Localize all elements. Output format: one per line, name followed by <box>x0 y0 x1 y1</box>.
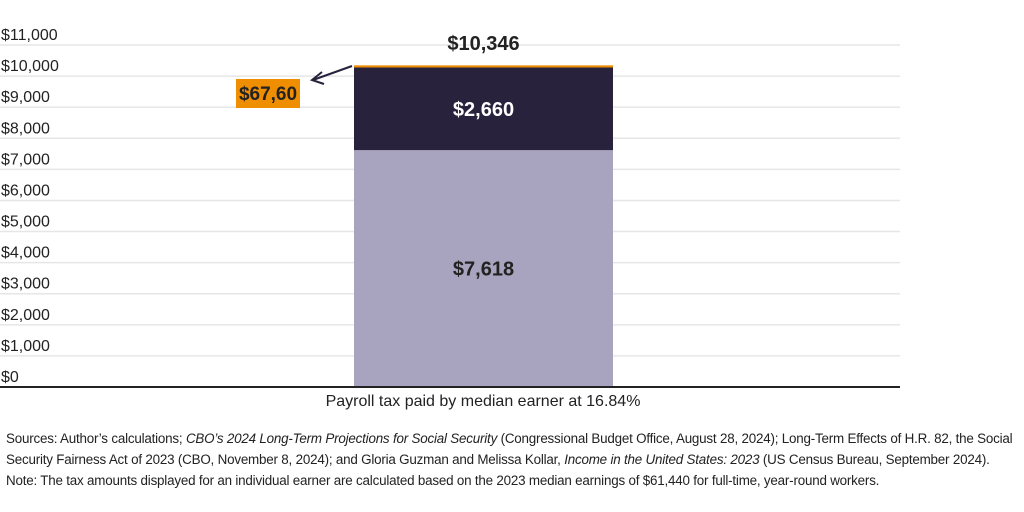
total-label: $10,346 <box>447 33 519 55</box>
y-tick-label: $8,000 <box>1 120 50 137</box>
callout-arrow <box>312 65 353 81</box>
y-tick-label: $9,000 <box>1 89 50 106</box>
y-tick-label: $5,000 <box>1 214 50 231</box>
bar-segment <box>354 67 613 151</box>
note-text: Note: The tax amounts displayed for an i… <box>6 473 880 488</box>
callout-box <box>236 79 300 108</box>
bar-segment <box>354 65 613 68</box>
y-tick-label: $1,000 <box>1 338 50 355</box>
x-axis-label: Payroll tax paid by median earner at 16.… <box>325 393 641 410</box>
y-tick-label: $11,000 <box>1 27 58 44</box>
y-tick-label: $0 <box>1 369 19 386</box>
stacked-bar-chart: $0 $1,000 $2,000 $3,000 $4,000 $5,000 $6,000 $7… <box>0 27 900 388</box>
chart-notes: Sources: Author’s calculations; CBO’s 20… <box>6 428 1016 491</box>
y-tick-label: $6,000 <box>1 182 50 199</box>
arrow-head-icon <box>309 71 325 85</box>
y-tick-label: $7,000 <box>1 151 50 168</box>
segment-label: $7,618 <box>453 259 514 281</box>
y-tick-label: $2,000 <box>1 307 50 324</box>
segment-label: $2,660 <box>453 99 514 121</box>
callout-label: $67,60 <box>239 84 297 105</box>
sources-text: Sources: Author’s calculations; CBO’s 20… <box>6 431 1013 467</box>
y-tick-label: $3,000 <box>1 276 50 293</box>
bar-segment <box>354 150 613 387</box>
y-tick-label: $4,000 <box>1 245 50 262</box>
y-tick-label: $10,000 <box>1 58 59 75</box>
